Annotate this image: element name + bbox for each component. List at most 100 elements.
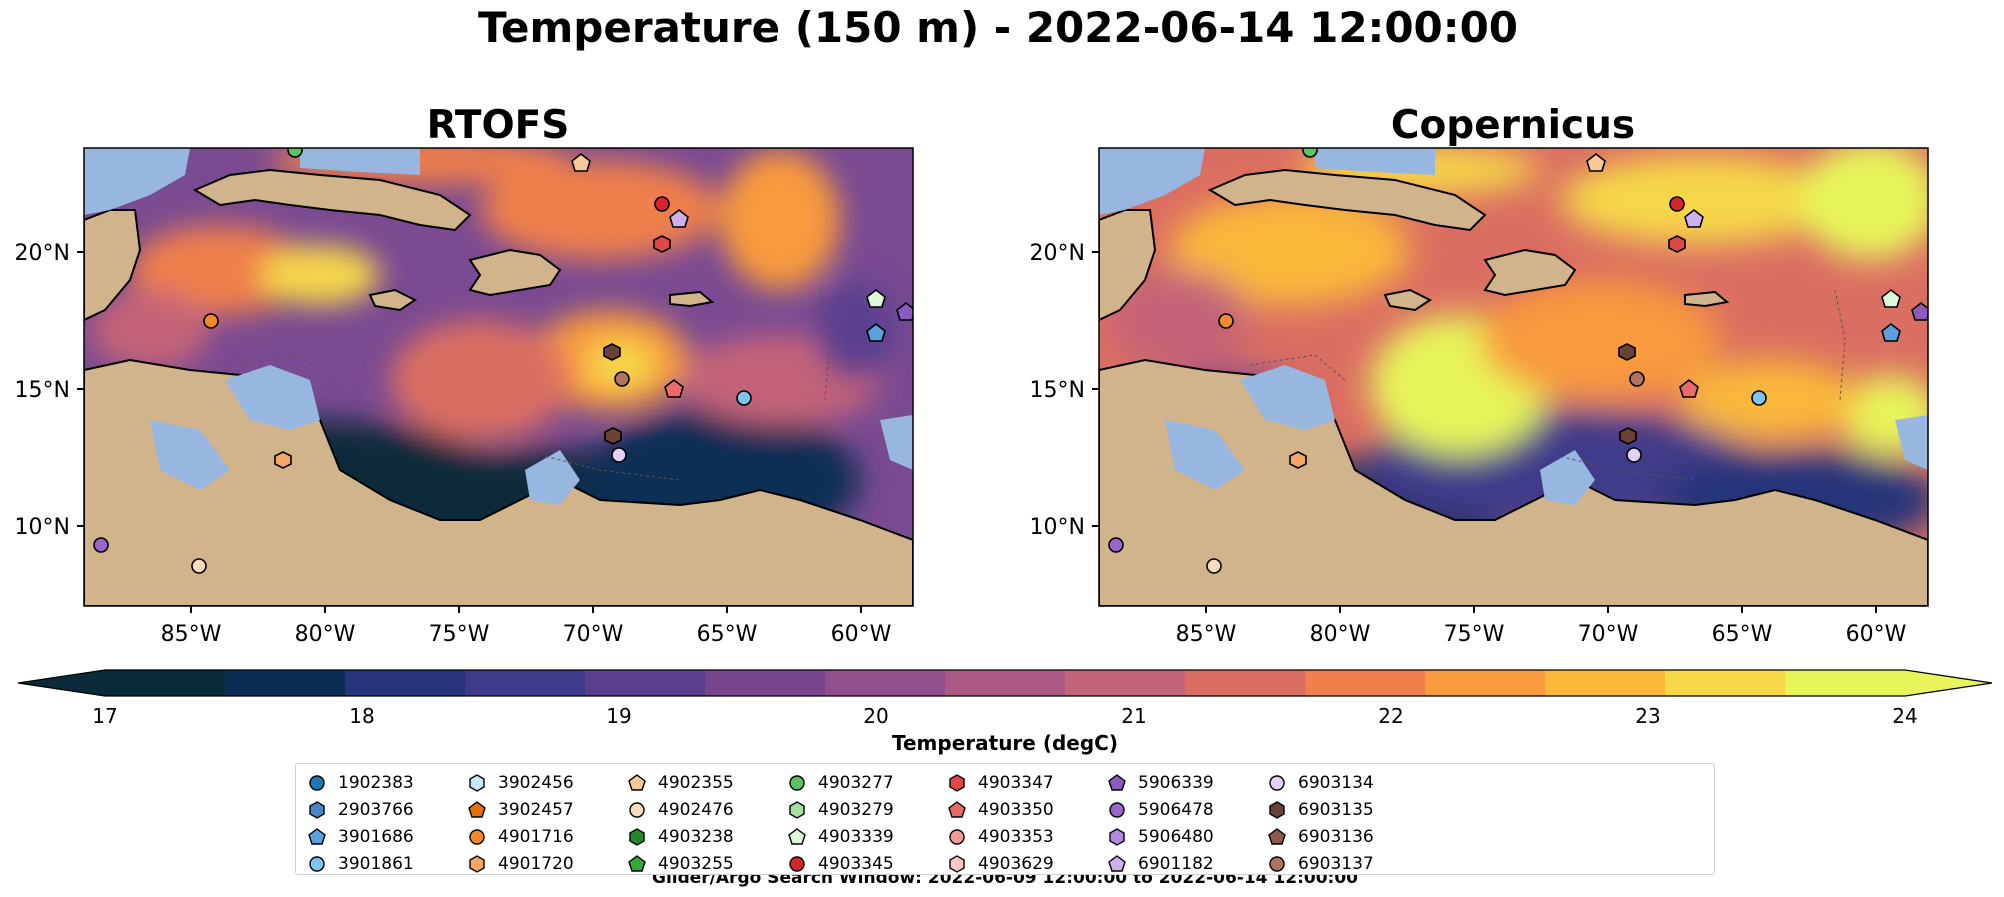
legend-item: 4901720 [466,850,626,877]
map-frame-rtofs [83,147,914,607]
legend-item: 6903134 [1266,769,1426,796]
hexagon-marker-icon [469,773,485,792]
colorbar-band [1425,670,1546,696]
colorbar-outline [17,669,1993,697]
map-panel-copernicus: Copernicus [1030,103,1929,647]
lon-label: 85°W [1176,622,1237,647]
legend-item: 6903137 [1266,850,1426,877]
legend-item: 3902456 [466,769,626,796]
panel-title-copernicus: Copernicus [1391,103,1635,148]
colorbar-band [1545,670,1666,696]
legend-item-label: 4903255 [658,853,734,874]
pentagon-marker-icon [1268,827,1286,845]
colorbar-band [825,670,946,696]
colorbar-band [585,670,706,696]
legend-item: 4901716 [466,823,626,850]
colorbar-tick: 21 [1121,704,1146,728]
panel-title-rtofs: RTOFS [427,103,570,148]
pentagon-marker-icon [948,800,966,818]
isobath-rtofs [234,289,831,481]
legend-item: 1902383 [306,769,466,796]
lat-label: 10°N [15,515,70,540]
pentagon-marker-icon [308,827,326,845]
hexagon-marker-icon [309,800,325,819]
legend-item: 4903350 [946,796,1106,823]
legend-item-label: 4903279 [818,799,894,820]
lon-ticks-rtofs: 85°W 80°W 75°W 70°W 65°W 60°W [161,606,892,647]
colorbar-tick: 19 [606,704,631,728]
legend-item-label: 6903135 [1298,799,1374,820]
lat-label: 20°N [1030,241,1085,266]
circle-marker-icon [469,828,485,845]
pentagon-marker-icon [468,800,486,818]
legend-item-label: 4903350 [978,799,1054,820]
legend-item-label: 3901686 [338,826,414,847]
legend-item: 4903279 [786,796,946,823]
hexagon-marker-icon [1269,800,1285,819]
float-legend-grid: 1902383 2903766 3901686 3901861 3902456 39024… [306,769,1746,877]
circle-marker-icon [1269,774,1285,791]
legend-item: 2903766 [306,796,466,823]
shallow-shelf-rtofs [84,148,913,505]
pentagon-marker-icon [628,773,646,791]
circle-marker-icon [789,855,805,872]
hexagon-marker-icon [949,854,965,873]
legend-item-label: 6903136 [1298,826,1374,847]
float-markers-rtofs [93,148,913,574]
lat-label: 15°N [15,378,70,403]
lon-label: 65°W [697,622,758,647]
legend-item-label: 6903137 [1298,853,1374,874]
colorbar-tick: 18 [349,704,374,728]
colorbar-band [1785,670,1906,696]
legend-item: 4902355 [626,769,786,796]
hexagon-marker-icon [469,854,485,873]
lat-label: 20°N [15,241,70,266]
colorbar-tick: 22 [1378,704,1403,728]
lon-label: 60°W [1846,622,1907,647]
legend-item-label: 4903345 [818,853,894,874]
lat-ticks-copernicus: 20°N 15°N 10°N [1030,241,1099,540]
colorbar-tick: 17 [92,704,117,728]
legend-item: 4903238 [626,823,786,850]
legend-item-label: 4903238 [658,826,734,847]
legend-item: 4903347 [946,769,1106,796]
lat-label: 15°N [1030,378,1085,403]
colorbar-band [1665,670,1786,696]
hexagon-marker-icon [1109,827,1125,846]
pentagon-marker-icon [628,854,646,872]
lat-label: 10°N [1030,515,1085,540]
colorbar-band [1065,670,1186,696]
map-frame-copernicus [1098,147,1929,607]
hexagon-marker-icon [789,800,805,819]
circle-marker-icon [1109,801,1125,818]
colorbar-tick: 20 [863,704,888,728]
lon-label: 60°W [831,622,892,647]
legend-item-label: 5906339 [1138,772,1214,793]
colorbar: 17 18 19 20 21 22 23 24 Temperature (deg… [17,669,1993,755]
circle-marker-icon [629,801,645,818]
hexagon-marker-icon [949,773,965,792]
lon-label: 70°W [563,622,624,647]
legend-item: 5906339 [1106,769,1266,796]
lon-label: 75°W [429,622,490,647]
legend-item-label: 4901716 [498,826,574,847]
legend-item-label: 1902383 [338,772,414,793]
legend-item-label: 4902355 [658,772,734,793]
legend-item: 4902476 [626,796,786,823]
legend-item-label: 6901182 [1138,853,1214,874]
legend-item-label: 3901861 [338,853,414,874]
legend-item: 4903277 [786,769,946,796]
legend-item-label: 4901720 [498,853,574,874]
legend-item: 3901861 [306,850,466,877]
legend-item: 4903255 [626,850,786,877]
legend-item: 3901686 [306,823,466,850]
shallow-shelf-copernicus [1099,148,1928,505]
circle-marker-icon [309,855,325,872]
colorbar-band [105,670,226,696]
legend-item-label: 4903629 [978,853,1054,874]
circle-marker-icon [789,774,805,791]
colorbar-label: Temperature (degC) [892,731,1118,755]
lon-label: 70°W [1578,622,1639,647]
pentagon-marker-icon [1108,773,1126,791]
